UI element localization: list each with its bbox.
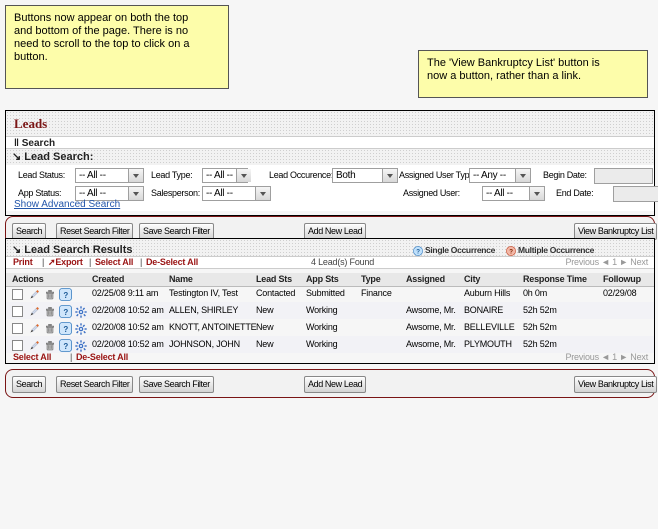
svg-text:?: ? <box>63 291 68 300</box>
svg-text:?: ? <box>63 342 68 351</box>
svg-text:?: ? <box>416 248 420 255</box>
svg-text:?: ? <box>509 248 513 255</box>
svg-text:?: ? <box>63 325 68 334</box>
svg-text:?: ? <box>63 308 68 317</box>
